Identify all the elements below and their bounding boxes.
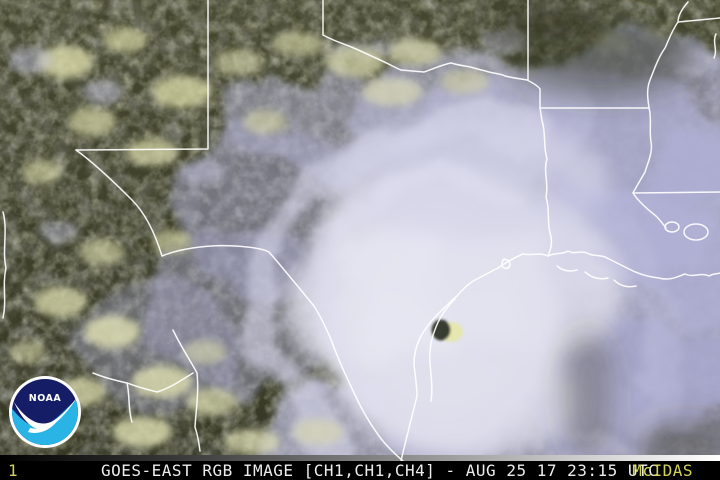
coast-marsh-1 bbox=[556, 265, 578, 272]
map-borders bbox=[2, 0, 720, 461]
coast-marsh-3 bbox=[613, 279, 637, 288]
noaa-logo-sea bbox=[12, 396, 78, 445]
clear-slots bbox=[480, 0, 720, 461]
border-right-edge bbox=[713, 33, 717, 59]
galveston-bay bbox=[501, 258, 511, 270]
border-louisiana-mississippi bbox=[632, 191, 720, 194]
lake-pontchartrain bbox=[683, 223, 709, 241]
border-new-mexico bbox=[75, 0, 209, 151]
coast-left-edge bbox=[2, 211, 7, 319]
border-mexico-state-1 bbox=[92, 372, 194, 393]
coast-louisiana bbox=[547, 250, 720, 280]
border-sabine-river bbox=[539, 107, 553, 257]
coast-texas bbox=[400, 253, 549, 461]
lake-maurepas bbox=[664, 221, 680, 233]
caption-bar: 1 GOES-EAST RGB IMAGE [CH1,CH1,CH4] - AU… bbox=[0, 461, 720, 480]
border-texas-panhandle-red-river bbox=[322, 0, 541, 109]
noaa-gull-icon bbox=[14, 396, 78, 430]
coast-marsh-2 bbox=[584, 271, 609, 280]
grayscale-wedge bbox=[0, 455, 720, 461]
satellite-scene: NOAA bbox=[0, 0, 720, 461]
noaa-gull-wing bbox=[28, 420, 58, 433]
border-arkansas-tennessee bbox=[677, 17, 720, 23]
border-mexico-state-3 bbox=[126, 382, 133, 423]
coast-texas-bays bbox=[429, 298, 456, 402]
border-mississippi-river bbox=[632, 1, 689, 229]
caption-text: GOES-EAST RGB IMAGE [CH1,CH1,CH4] - AUG … bbox=[101, 461, 659, 480]
noaa-logo: NOAA bbox=[9, 376, 81, 448]
border-mexico-state-2 bbox=[172, 329, 201, 452]
frame-number: 1 bbox=[8, 461, 19, 480]
border-rio-grande bbox=[75, 149, 404, 461]
noaa-logo-text: NOAA bbox=[29, 393, 62, 404]
attribution-text: McIDAS bbox=[632, 461, 693, 480]
